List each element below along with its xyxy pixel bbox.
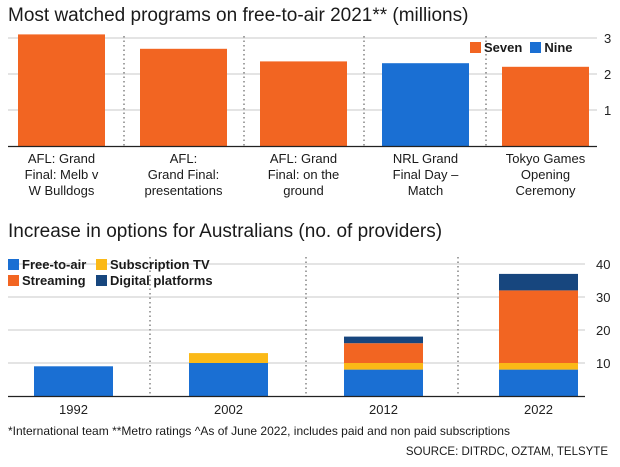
chart2-bar-segment bbox=[344, 343, 423, 363]
chart2-xtick-label: 2012 bbox=[369, 402, 398, 417]
source-credit: SOURCE: DITRDC, OZTAM, TELSYTE bbox=[405, 446, 608, 458]
chart1-category-label-line: Ceremony bbox=[515, 183, 576, 198]
chart1-category-label-line: ground bbox=[283, 183, 324, 198]
chart2-bar-segment bbox=[344, 336, 423, 344]
footnote: *International team **Metro ratings ^As … bbox=[8, 424, 510, 438]
legend-label-nine: Nine bbox=[544, 40, 573, 55]
chart2-legend-item-streaming: Streaming bbox=[8, 273, 86, 288]
chart1-ytick-label: 3 bbox=[604, 31, 611, 46]
chart1-category-label: AFL: Grand Final: presentations bbox=[124, 151, 244, 199]
chart1-bar bbox=[502, 66, 589, 146]
chart2-bar-segment bbox=[189, 353, 268, 363]
chart1-title: Most watched programs on free-to-air 202… bbox=[8, 5, 469, 26]
chart2-ytick-label: 30 bbox=[596, 290, 610, 305]
chart1-category-label-line: NRL Grand bbox=[392, 151, 459, 166]
chart2-bar-segment bbox=[344, 363, 423, 370]
chart1-category-label-line: Tokyo Games bbox=[505, 151, 586, 166]
chart2-xtick-label: 1992 bbox=[59, 402, 88, 417]
chart2-bar-segment bbox=[499, 273, 578, 291]
legend-swatch-digital bbox=[96, 275, 107, 286]
chart2-bar-segment bbox=[189, 363, 268, 396]
chart1-bar bbox=[140, 48, 227, 146]
chart1-category-label-line: Match bbox=[407, 183, 444, 198]
chart2-bar-segment bbox=[499, 363, 578, 370]
chart1-legend: Seven Nine bbox=[470, 40, 572, 55]
legend-label-digital: Digital platforms bbox=[110, 273, 213, 288]
chart2-bar-segment bbox=[499, 369, 578, 396]
chart1-category-label-line: AFL: Grand bbox=[27, 151, 96, 166]
legend-swatch-seven bbox=[470, 42, 481, 53]
chart1-bar bbox=[382, 63, 469, 147]
chart1-category-label-line: Grand Final: bbox=[147, 167, 220, 182]
chart2-title: Increase in options for Australians (no.… bbox=[8, 221, 443, 242]
chart2-xtick-label: 2022 bbox=[524, 402, 553, 417]
chart1-category-label-line: AFL: bbox=[169, 151, 198, 166]
chart2-bar-segment bbox=[499, 290, 578, 363]
chart2-legend-item-digital: Digital platforms bbox=[96, 273, 213, 288]
chart2-bar-segment bbox=[34, 366, 113, 396]
chart2-bar-segment bbox=[344, 369, 423, 396]
chart1-bar bbox=[18, 34, 105, 146]
chart1-category-label-line: AFL: Grand bbox=[269, 151, 338, 166]
chart2-xtick-label: 2002 bbox=[214, 402, 243, 417]
legend-swatch-nine bbox=[530, 42, 542, 53]
legend-swatch-free bbox=[8, 259, 19, 270]
chart1-ytick-label: 2 bbox=[604, 67, 611, 82]
chart1-category-label-line: W Bulldogs bbox=[28, 183, 95, 198]
chart2-ytick-label: 10 bbox=[596, 356, 610, 371]
legend-label-sub: Subscription TV bbox=[110, 257, 210, 272]
legend-label-free: Free-to-air bbox=[22, 257, 87, 272]
chart1-ytick-label: 1 bbox=[604, 103, 611, 118]
chart2-legend-item-free: Free-to-air bbox=[8, 257, 86, 272]
legend-swatch-sub bbox=[96, 259, 107, 270]
chart1-category-label-line: Final Day – bbox=[392, 167, 459, 182]
chart1-category-label: NRL Grand Final Day – Match bbox=[366, 151, 486, 199]
chart1-category-label-line: presentations bbox=[144, 183, 223, 198]
legend-label-seven: Seven bbox=[484, 40, 523, 55]
chart1-category-label: AFL: Grand Final: on the ground bbox=[244, 151, 364, 199]
chart1-category-label: Tokyo Games Opening Ceremony bbox=[486, 151, 606, 199]
legend-swatch-streaming bbox=[8, 275, 19, 286]
chart2-ytick-label: 20 bbox=[596, 323, 610, 338]
chart1-category-label-line: Final: Melb v bbox=[24, 167, 99, 182]
chart1-category-label-line: Opening bbox=[520, 167, 571, 182]
chart2-legend-item-sub: Subscription TV bbox=[96, 257, 210, 272]
chart1-category-label-line: Final: on the bbox=[267, 167, 340, 182]
chart1-bar bbox=[260, 61, 347, 146]
legend-label-streaming: Streaming bbox=[22, 273, 86, 288]
chart2-ytick-label: 40 bbox=[596, 257, 610, 272]
